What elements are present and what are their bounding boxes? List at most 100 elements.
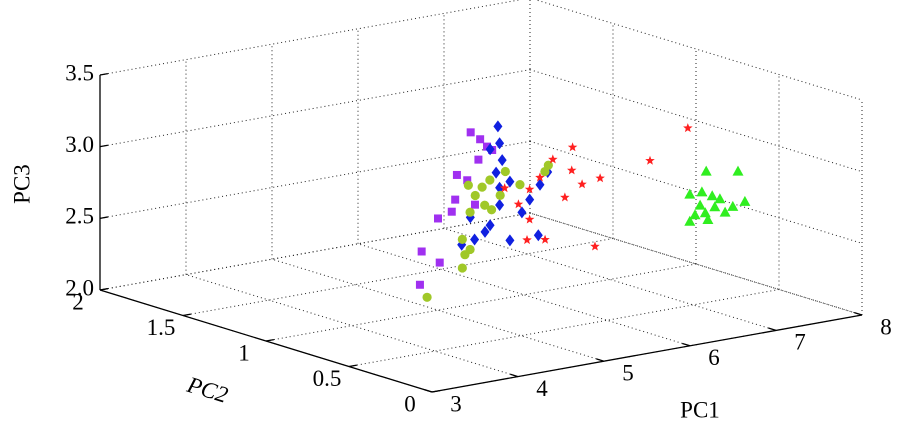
y-axis-title: PC2 <box>183 372 230 408</box>
point <box>486 205 497 215</box>
grid-line <box>348 289 780 367</box>
point <box>700 165 712 176</box>
point <box>548 154 558 164</box>
x-tick-label: 3 <box>450 391 462 416</box>
point <box>457 263 467 273</box>
z-tick <box>99 72 108 76</box>
point <box>689 209 701 220</box>
z-tick-label: 2.5 <box>65 204 94 229</box>
point <box>500 166 510 177</box>
point <box>533 229 543 242</box>
grid-line <box>99 0 522 76</box>
point <box>422 292 432 302</box>
point <box>645 155 655 165</box>
point <box>470 190 480 201</box>
x-axis-line <box>431 314 863 393</box>
grid-line <box>99 69 531 148</box>
point <box>567 142 578 152</box>
grid-line <box>443 227 777 331</box>
point <box>577 179 587 189</box>
point <box>513 199 524 209</box>
point <box>477 182 487 192</box>
y-tick <box>431 389 440 393</box>
point <box>684 215 696 226</box>
point <box>495 199 505 211</box>
x-tick <box>768 327 777 332</box>
grid-line <box>182 238 614 316</box>
y-tick-label: 1.5 <box>147 315 176 340</box>
point <box>540 234 550 244</box>
y-tick-label: 1 <box>238 340 250 365</box>
z-axis-title: PC3 <box>9 164 34 204</box>
point <box>524 184 535 194</box>
point <box>515 180 525 190</box>
point <box>451 195 460 204</box>
x-axis-title: PC1 <box>680 397 720 422</box>
point <box>524 214 535 224</box>
z-tick <box>99 216 108 219</box>
grid-line <box>271 258 605 362</box>
point <box>483 142 492 151</box>
point <box>435 258 444 267</box>
grid-line <box>357 243 691 347</box>
x-tick <box>424 389 433 393</box>
point <box>702 214 714 224</box>
point <box>474 155 483 164</box>
point <box>466 128 475 137</box>
point <box>699 207 711 218</box>
x-tick-label: 6 <box>708 345 720 370</box>
y-tick <box>348 364 357 368</box>
point <box>696 186 708 197</box>
point <box>684 188 696 199</box>
point <box>463 176 472 185</box>
point <box>727 200 739 211</box>
point <box>463 180 473 190</box>
point <box>694 199 706 210</box>
point <box>595 173 605 183</box>
point <box>470 233 480 246</box>
point <box>505 234 515 247</box>
point <box>495 190 505 200</box>
x-tick <box>682 342 691 347</box>
point <box>714 193 726 204</box>
point <box>417 247 426 256</box>
point <box>485 175 495 185</box>
point <box>491 166 501 179</box>
point <box>465 207 475 217</box>
x-tick <box>854 312 863 316</box>
point <box>415 280 424 289</box>
point <box>739 195 751 206</box>
x-tick <box>596 358 605 362</box>
point <box>719 206 731 217</box>
point <box>709 201 721 212</box>
point <box>732 165 744 176</box>
y-tick <box>265 338 274 342</box>
point <box>434 214 442 223</box>
point <box>470 200 479 209</box>
y-tick <box>182 313 191 317</box>
point <box>499 183 510 193</box>
point <box>480 200 490 210</box>
x-tick <box>510 373 519 378</box>
y-tick-label: 0.5 <box>313 366 342 391</box>
grid-line <box>99 140 531 219</box>
point <box>560 192 570 202</box>
point <box>457 234 467 244</box>
x-tick-label: 5 <box>622 360 634 385</box>
point <box>495 181 505 194</box>
z-tick <box>99 144 108 148</box>
grid-line <box>99 212 531 291</box>
point <box>505 175 515 188</box>
point <box>493 120 503 133</box>
y-tick-label: 2 <box>72 289 84 314</box>
point <box>485 219 495 232</box>
point <box>535 178 545 191</box>
point <box>522 235 532 245</box>
point <box>495 137 505 150</box>
point <box>485 143 495 156</box>
point <box>535 172 545 182</box>
grid-line <box>185 274 519 378</box>
point <box>683 123 693 133</box>
